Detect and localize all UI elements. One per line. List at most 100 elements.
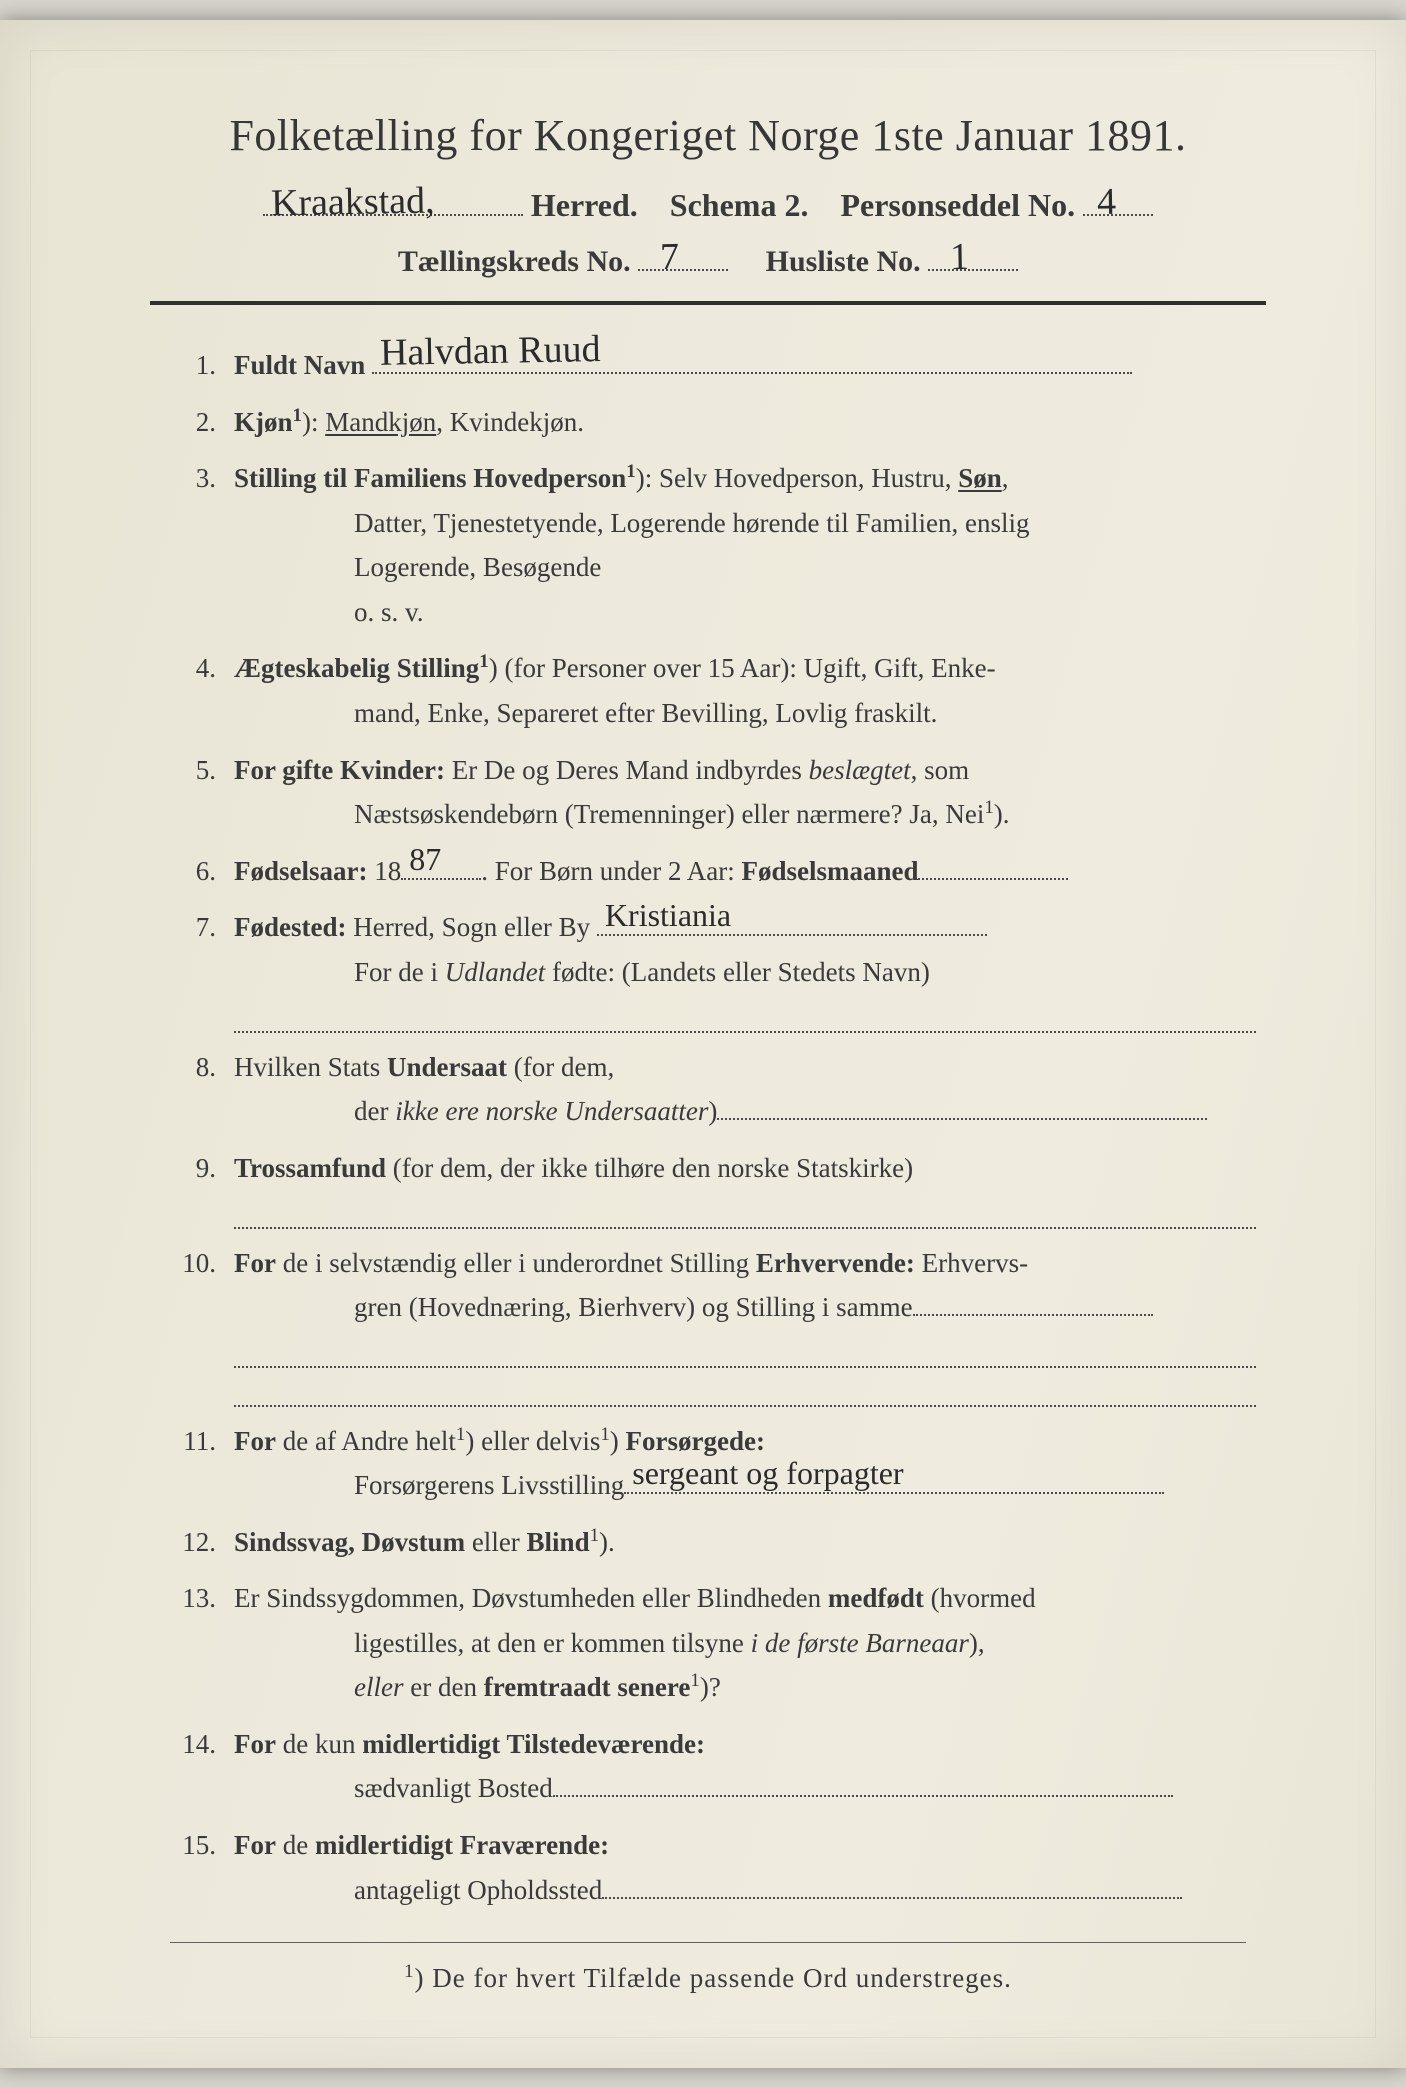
item-body: Stilling til Familiens Hovedperson1): Se… bbox=[234, 456, 1256, 634]
continuation: Datter, Tjenestetyende, Logerende hørend… bbox=[234, 501, 1256, 546]
item-9: 9. Trossamfund (for dem, der ikke tilhør… bbox=[170, 1146, 1256, 1229]
item-num: 6. bbox=[170, 849, 234, 894]
item-3: 3. Stilling til Familiens Hovedperson1):… bbox=[170, 456, 1256, 634]
blank-field bbox=[717, 1091, 1207, 1121]
item-10: 10. For de i selvstændig eller i underor… bbox=[170, 1241, 1256, 1407]
item-num: 14. bbox=[170, 1722, 234, 1811]
label: Stilling til Familiens Hovedperson bbox=[234, 463, 626, 493]
continuation: der ikke ere norske Undersaatter) bbox=[234, 1089, 1256, 1134]
option-underlined: Søn bbox=[958, 463, 1002, 493]
label: Blind bbox=[527, 1527, 590, 1557]
text: For de i bbox=[354, 957, 445, 987]
label: Sindssvag, Døvstum bbox=[234, 1527, 465, 1557]
sup: 1 bbox=[479, 651, 488, 672]
label: Fuldt Navn bbox=[234, 350, 365, 380]
item-num: 12. bbox=[170, 1520, 234, 1565]
italic: beslægtet bbox=[809, 755, 911, 785]
text: (for dem, der ikke tilhøre den norske St… bbox=[386, 1153, 913, 1183]
item-14: 14. For de kun midlertidigt Tilstedevære… bbox=[170, 1722, 1256, 1811]
item-body: Hvilken Stats Undersaat (for dem, der ik… bbox=[234, 1045, 1256, 1134]
text: er den bbox=[403, 1672, 483, 1702]
continuation: For de i Udlandet fødte: (Landets eller … bbox=[234, 950, 1256, 995]
schema-label: Schema 2. bbox=[670, 187, 809, 223]
item-13: 13. Er Sindssygdommen, Døvstumheden elle… bbox=[170, 1576, 1256, 1710]
item-num: 4. bbox=[170, 646, 234, 735]
text: . For Børn under 2 Aar: bbox=[481, 856, 741, 886]
continuation: o. s. v. bbox=[234, 590, 1256, 635]
item-body: For de i selvstændig eller i underordnet… bbox=[234, 1241, 1256, 1407]
year-prefix: 18 bbox=[374, 856, 401, 886]
item-num: 7. bbox=[170, 905, 234, 1032]
husliste-handwriting: 1 bbox=[950, 235, 970, 279]
personseddel-label: Personseddel No. bbox=[840, 187, 1075, 223]
blank-field bbox=[913, 1287, 1153, 1317]
text: ). bbox=[599, 1527, 615, 1557]
item-body: For gifte Kvinder: Er De og Deres Mand i… bbox=[234, 748, 1256, 837]
herred-handwriting: Kraakstad, bbox=[271, 179, 435, 226]
text: ): Selv Hovedperson, Hustru, bbox=[636, 463, 958, 493]
item-6: 6. Fødselsaar: 1887. For Børn under 2 Aa… bbox=[170, 849, 1256, 894]
husliste-field: 1 bbox=[928, 238, 1018, 271]
continuation: Forsørgerens Livsstillingsergeant og for… bbox=[234, 1463, 1256, 1508]
blank-field bbox=[602, 1869, 1182, 1899]
item-body: For de af Andre helt1) eller delvis1) Fo… bbox=[234, 1419, 1256, 1508]
label: Kjøn bbox=[234, 407, 293, 437]
text: de kun bbox=[276, 1729, 362, 1759]
text: fødte: (Landets eller Stedets Navn) bbox=[545, 957, 930, 987]
label: midlertidigt Fraværende: bbox=[315, 1830, 609, 1860]
sup: 1 bbox=[590, 1525, 599, 1546]
year-field: 87 bbox=[401, 850, 481, 880]
label: Trossamfund bbox=[234, 1153, 386, 1183]
text: antageligt Opholdssted bbox=[354, 1875, 602, 1905]
blank-field bbox=[553, 1768, 1173, 1798]
text: (for dem, bbox=[507, 1052, 614, 1082]
header-line-2: Tællingskreds No. 7 Husliste No. 1 bbox=[110, 238, 1306, 279]
item-body: Ægteskabelig Stilling1) (for Personer ov… bbox=[234, 646, 1256, 735]
census-form-page: Folketælling for Kongeriget Norge 1ste J… bbox=[0, 20, 1406, 2068]
text: ) bbox=[610, 1426, 626, 1456]
text: gren (Hovednæring, Bierhverv) og Stillin… bbox=[354, 1292, 913, 1322]
label: Ægteskabelig Stilling bbox=[234, 653, 479, 683]
header-divider bbox=[150, 301, 1266, 305]
header-line-1: Kraakstad, Herred. Schema 2. Personsedde… bbox=[110, 181, 1306, 224]
taellingskreds-handwriting: 7 bbox=[660, 235, 680, 279]
item-body: Sindssvag, Døvstum eller Blind1). bbox=[234, 1520, 1256, 1565]
text: ) (for Personer over 15 Aar): Ugift, Gif… bbox=[489, 653, 996, 683]
label: Fødselsmaaned bbox=[741, 856, 918, 886]
text: Herred, Sogn eller By bbox=[346, 912, 590, 942]
item-7: 7. Fødested: Herred, Sogn eller By Krist… bbox=[170, 905, 1256, 1032]
birthplace-field: Kristiania bbox=[597, 907, 987, 937]
item-num: 13. bbox=[170, 1576, 234, 1710]
italic: i de første Barneaar bbox=[751, 1628, 969, 1658]
item-2: 2. Kjøn1): Mandkjøn, Kvindekjøn. bbox=[170, 400, 1256, 445]
label: fremtraadt senere bbox=[484, 1672, 691, 1702]
text: Er Sindssygdommen, Døvstumheden eller Bl… bbox=[234, 1583, 828, 1613]
item-body: For de midlertidigt Fraværende: antageli… bbox=[234, 1823, 1256, 1912]
continuation: Logerende, Besøgende bbox=[234, 545, 1256, 590]
text: Erhvervs- bbox=[915, 1248, 1028, 1278]
continuation: eller er den fremtraadt senere1)? bbox=[234, 1665, 1256, 1710]
continuation: sædvanligt Bosted bbox=[234, 1766, 1256, 1811]
text: de af Andre helt bbox=[276, 1426, 456, 1456]
continuation: Næstsøskendebørn (Tremenninger) eller næ… bbox=[234, 792, 1256, 837]
form-title: Folketælling for Kongeriget Norge 1ste J… bbox=[110, 110, 1306, 161]
continuation: gren (Hovednæring, Bierhverv) og Stillin… bbox=[234, 1285, 1256, 1330]
sup: 1 bbox=[293, 405, 302, 426]
continuation: antageligt Opholdssted bbox=[234, 1868, 1256, 1913]
label: For bbox=[234, 1729, 276, 1759]
text: der bbox=[354, 1096, 395, 1126]
italic: Udlandet bbox=[445, 957, 546, 987]
item-body: Fødselsaar: 1887. For Børn under 2 Aar: … bbox=[234, 849, 1256, 894]
text: Er De og Deres Mand indbyrdes bbox=[445, 755, 809, 785]
text: , bbox=[1002, 463, 1009, 493]
text: sædvanligt Bosted bbox=[354, 1773, 553, 1803]
item-num: 3. bbox=[170, 456, 234, 634]
item-15: 15. For de midlertidigt Fraværende: anta… bbox=[170, 1823, 1256, 1912]
occupation-field: sergeant og forpagter bbox=[624, 1464, 1164, 1494]
text: ), bbox=[969, 1628, 985, 1658]
item-12: 12. Sindssvag, Døvstum eller Blind1). bbox=[170, 1520, 1256, 1565]
item-num: 15. bbox=[170, 1823, 234, 1912]
footnote: 1) De for hvert Tilfælde passende Ord un… bbox=[110, 1961, 1306, 1994]
italic: eller bbox=[354, 1672, 403, 1702]
taellingskreds-label: Tællingskreds No. bbox=[398, 245, 631, 278]
